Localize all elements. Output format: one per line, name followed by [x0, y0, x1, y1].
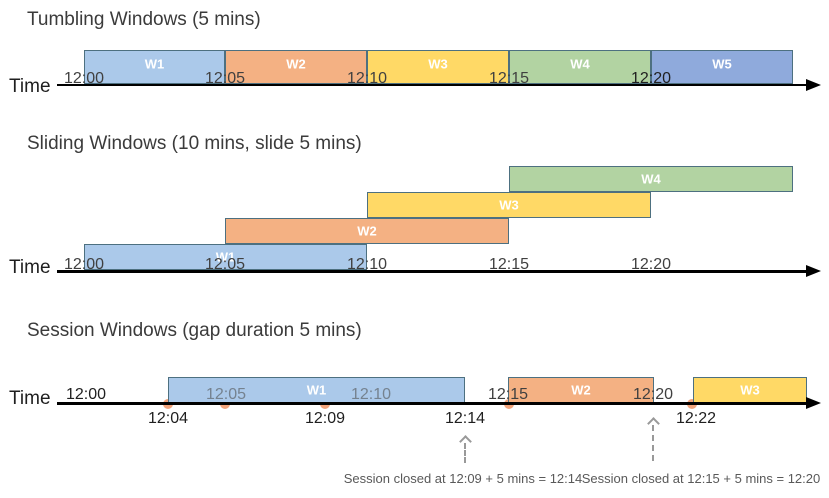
event-time-label: 12:04: [147, 410, 189, 427]
sliding-time-label: Time: [9, 257, 51, 278]
tick-label: 12:10: [350, 386, 392, 403]
tick-label: 12:00: [65, 386, 107, 403]
session-timeline: [57, 402, 809, 405]
tick-label: 12:00: [63, 70, 105, 87]
window-label: W3: [428, 56, 448, 72]
tumbling-timeline: [57, 84, 809, 86]
tumbling-window-w2: W2: [225, 50, 367, 84]
tumbling-window-w5: W5: [651, 50, 793, 84]
tick-label: 12:15: [488, 256, 530, 273]
window-label: W2: [286, 56, 306, 72]
tick-label: 12:10: [346, 256, 388, 273]
window-label: W2: [571, 382, 591, 398]
tumbling-window-w1: W1: [84, 50, 225, 84]
session-annotation: Session closed at 12:09 + 5 mins = 12:14: [343, 471, 583, 486]
tumbling-window-w3: W3: [367, 50, 509, 84]
window-label: W3: [740, 382, 760, 398]
dashed-arrow-shaft: [652, 425, 654, 461]
sliding-title: Sliding Windows (10 mins, slide 5 mins): [27, 133, 362, 154]
tick-label: 12:05: [204, 256, 246, 273]
window-label: W1: [144, 56, 165, 72]
window-label: W2: [357, 223, 377, 239]
session-time-label: Time: [9, 388, 51, 409]
session-title: Session Windows (gap duration 5 mins): [27, 320, 362, 341]
tumbling-title: Tumbling Windows (5 mins): [27, 9, 261, 30]
session-window-w3: W3: [693, 377, 807, 403]
tumbling-window-w4: W4: [509, 50, 651, 84]
tick-label: 12:15: [488, 70, 530, 87]
window-label: W4: [641, 171, 661, 187]
tick-label: 12:20: [630, 70, 672, 87]
sliding-window-w4: W4: [509, 166, 793, 192]
event-time-label: 12:14: [444, 410, 486, 427]
sliding-timeline: [57, 270, 809, 273]
timeline-arrowhead-icon: [806, 265, 821, 277]
tick-label: 12:15: [487, 386, 529, 403]
tick-label: 12:20: [632, 386, 674, 403]
timeline-arrowhead-icon: [806, 79, 821, 91]
sliding-window-w2: W2: [225, 218, 509, 244]
tumbling-time-label: Time: [9, 76, 51, 97]
tick-label: 12:00: [63, 256, 105, 273]
dashed-arrow-shaft: [464, 443, 466, 463]
window-label: W1: [306, 382, 327, 398]
tick-label: 12:05: [204, 70, 246, 87]
tick-label: 12:10: [346, 70, 388, 87]
session-annotation: Session closed at 12:15 + 5 mins = 12:20: [581, 471, 821, 486]
tick-label: 12:20: [630, 256, 672, 273]
sliding-window-w1: W1: [84, 244, 367, 270]
window-label: W3: [499, 197, 519, 213]
window-label: W1: [215, 249, 236, 265]
sliding-window-w3: W3: [367, 192, 651, 218]
window-label: W4: [570, 56, 590, 72]
event-time-label: 12:09: [304, 410, 346, 427]
tick-label: 12:05: [205, 386, 247, 403]
timeline-arrowhead-icon: [806, 397, 821, 409]
event-time-label: 12:22: [675, 410, 717, 427]
window-label: W5: [712, 56, 732, 72]
